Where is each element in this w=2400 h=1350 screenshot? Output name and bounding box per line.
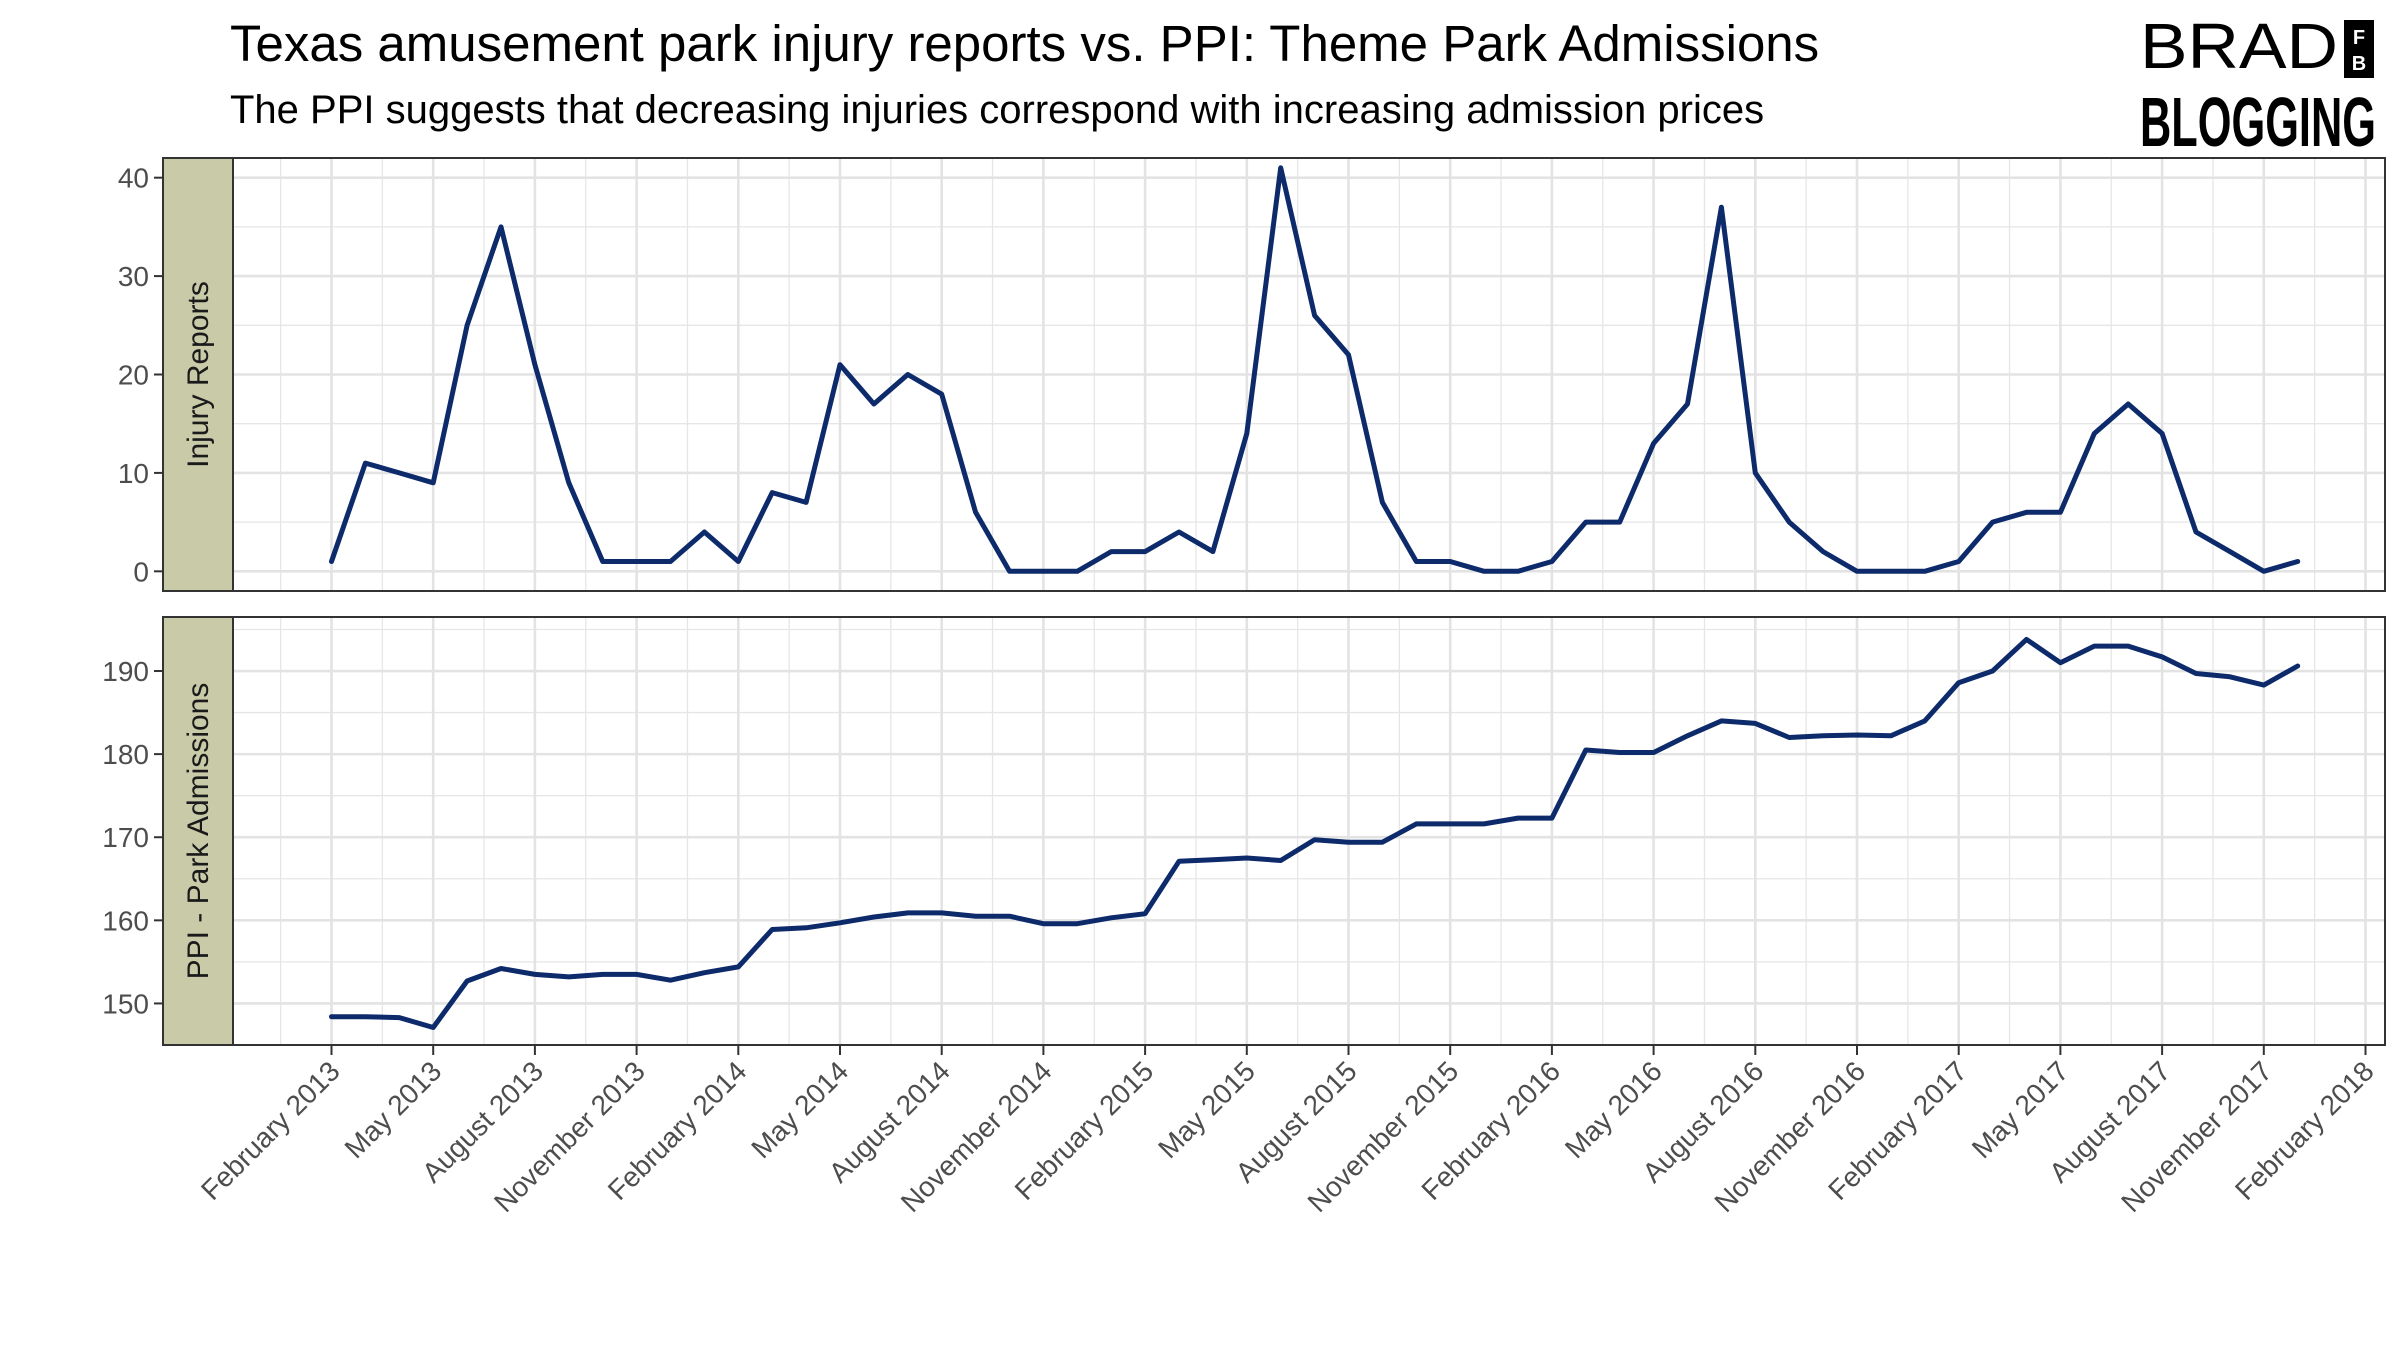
facet-label: PPI - Park Admissions bbox=[182, 683, 215, 980]
logo-badge bbox=[2344, 20, 2374, 78]
y-tick-label: 20 bbox=[118, 360, 149, 391]
y-tick-label: 160 bbox=[102, 905, 149, 936]
brad-blogging-logo: BRAD F B BLOGGING bbox=[2140, 10, 2376, 152]
y-tick-label: 0 bbox=[133, 556, 149, 587]
series-line-injury-reports bbox=[329, 165, 2301, 574]
y-tick-label: 30 bbox=[118, 261, 149, 292]
y-tick-label: 170 bbox=[102, 822, 149, 853]
x-tick-label: May 2016 bbox=[1559, 1055, 1668, 1164]
y-tick-label: 190 bbox=[102, 656, 149, 687]
logo-text-blogging: BLOGGING bbox=[2140, 83, 2376, 152]
y-tick-label: 40 bbox=[118, 163, 149, 194]
facet-label: Injury Reports bbox=[182, 281, 215, 468]
series-line-ppi-park-admissions bbox=[329, 636, 2301, 1030]
x-tick-label: May 2014 bbox=[745, 1055, 854, 1164]
panel-background bbox=[233, 617, 2385, 1045]
x-tick-label: May 2015 bbox=[1152, 1055, 1261, 1164]
x-tick-label: February 2013 bbox=[195, 1055, 346, 1206]
facet-panel-2: 150 160 170 180 190 PPI - Park Admissions bbox=[102, 616, 2386, 1046]
logo-badge-top: F bbox=[2353, 27, 2365, 49]
logo-badge-bottom: B bbox=[2352, 53, 2366, 75]
chart-subtitle: The PPI suggests that decreasing injurie… bbox=[230, 88, 1765, 132]
facet-strip bbox=[162, 616, 234, 1046]
facet-panel-1: 0 10 20 30 40 Injury Reports bbox=[118, 157, 2386, 592]
y-tick-label: 150 bbox=[102, 988, 149, 1019]
chart-title: Texas amusement park injury reports vs. … bbox=[230, 15, 1820, 72]
y-tick-label: 180 bbox=[102, 739, 149, 770]
y-tick-label: 10 bbox=[118, 458, 149, 489]
logo-text-brad: BRAD bbox=[2140, 10, 2338, 82]
x-tick-label: May 2013 bbox=[339, 1055, 448, 1164]
x-tick-label: May 2017 bbox=[1966, 1055, 2075, 1164]
facet-strip bbox=[162, 157, 234, 592]
